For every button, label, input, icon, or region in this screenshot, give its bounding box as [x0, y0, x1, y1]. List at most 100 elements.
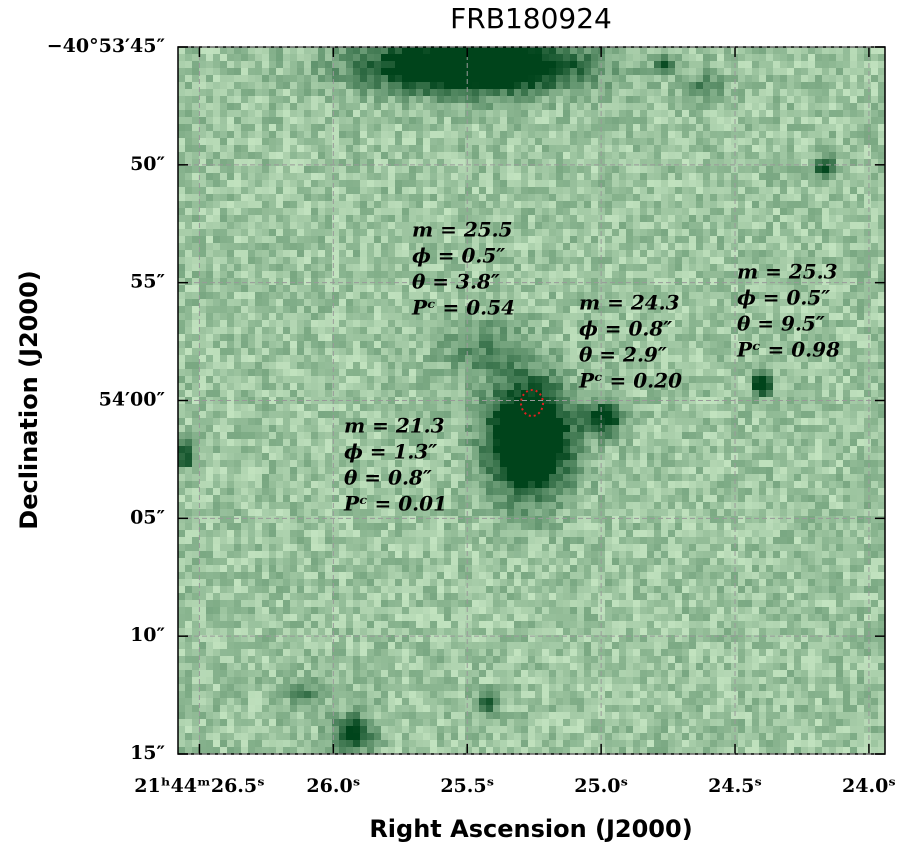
pixel [472, 159, 479, 166]
pixel [612, 124, 619, 131]
pixel [507, 355, 514, 362]
pixel [374, 376, 381, 383]
pixel [675, 96, 682, 103]
pixel [185, 299, 192, 306]
pixel [612, 145, 619, 152]
pixel [689, 131, 696, 138]
pixel [472, 271, 479, 278]
pixel [297, 194, 304, 201]
pixel [185, 278, 192, 285]
pixel [696, 89, 703, 96]
pixel [416, 236, 423, 243]
pixel [514, 131, 521, 138]
pixel [703, 96, 710, 103]
pixel [535, 264, 542, 271]
pixel [185, 264, 192, 271]
pixel [878, 250, 885, 257]
pixel [367, 173, 374, 180]
pixel [409, 152, 416, 159]
pixel [381, 229, 388, 236]
pixel [402, 327, 409, 334]
pixel [584, 362, 591, 369]
pixel [360, 243, 367, 250]
pixel [227, 138, 234, 145]
pixel [269, 68, 276, 75]
pixel [402, 159, 409, 166]
pixel [703, 264, 710, 271]
pixel [178, 222, 185, 229]
pixel [521, 61, 528, 68]
pixel [864, 341, 871, 348]
pixel [381, 299, 388, 306]
pixel [311, 376, 318, 383]
pixel [479, 278, 486, 285]
pixel [514, 243, 521, 250]
pixel [591, 355, 598, 362]
pixel [402, 348, 409, 355]
pixel [577, 320, 584, 327]
pixel [584, 180, 591, 187]
pixel [213, 152, 220, 159]
pixel [773, 68, 780, 75]
pixel [220, 75, 227, 82]
pixel [815, 222, 822, 229]
pixel [584, 278, 591, 285]
pixel [290, 138, 297, 145]
pixel [605, 89, 612, 96]
pixel [836, 264, 843, 271]
pixel [780, 75, 787, 82]
pixel [360, 222, 367, 229]
pixel [633, 264, 640, 271]
pixel [773, 159, 780, 166]
pixel [451, 222, 458, 229]
pixel [556, 89, 563, 96]
pixel [878, 82, 885, 89]
pixel [388, 96, 395, 103]
pixel [773, 383, 780, 390]
pixel [430, 152, 437, 159]
pixel [878, 257, 885, 264]
pixel [864, 243, 871, 250]
pixel [598, 75, 605, 82]
pixel [836, 334, 843, 341]
pixel [227, 201, 234, 208]
pixel [339, 348, 346, 355]
pixel [584, 320, 591, 327]
pixel [724, 159, 731, 166]
pixel [381, 271, 388, 278]
pixel [563, 152, 570, 159]
pixel [416, 348, 423, 355]
pixel [570, 243, 577, 250]
pixel [269, 306, 276, 313]
pixel [766, 313, 773, 320]
pixel [577, 194, 584, 201]
pixel [381, 145, 388, 152]
pixel [367, 201, 374, 208]
pixel [703, 348, 710, 355]
pixel [577, 271, 584, 278]
pixel [332, 166, 339, 173]
pixel [374, 166, 381, 173]
pixel [661, 131, 668, 138]
pixel [717, 229, 724, 236]
pixel [787, 173, 794, 180]
pixel [493, 152, 500, 159]
pixel [227, 152, 234, 159]
pixel [542, 383, 549, 390]
pixel [206, 369, 213, 376]
pixel [857, 299, 864, 306]
pixel [780, 327, 787, 334]
pixel [528, 208, 535, 215]
pixel [416, 131, 423, 138]
pixel [675, 264, 682, 271]
pixel [444, 285, 451, 292]
pixel [766, 47, 773, 54]
pixel [710, 47, 717, 54]
pixel [675, 257, 682, 264]
pixel [864, 124, 871, 131]
pixel [822, 229, 829, 236]
pixel [703, 362, 710, 369]
pixel [178, 362, 185, 369]
pixel [766, 229, 773, 236]
pixel [647, 173, 654, 180]
